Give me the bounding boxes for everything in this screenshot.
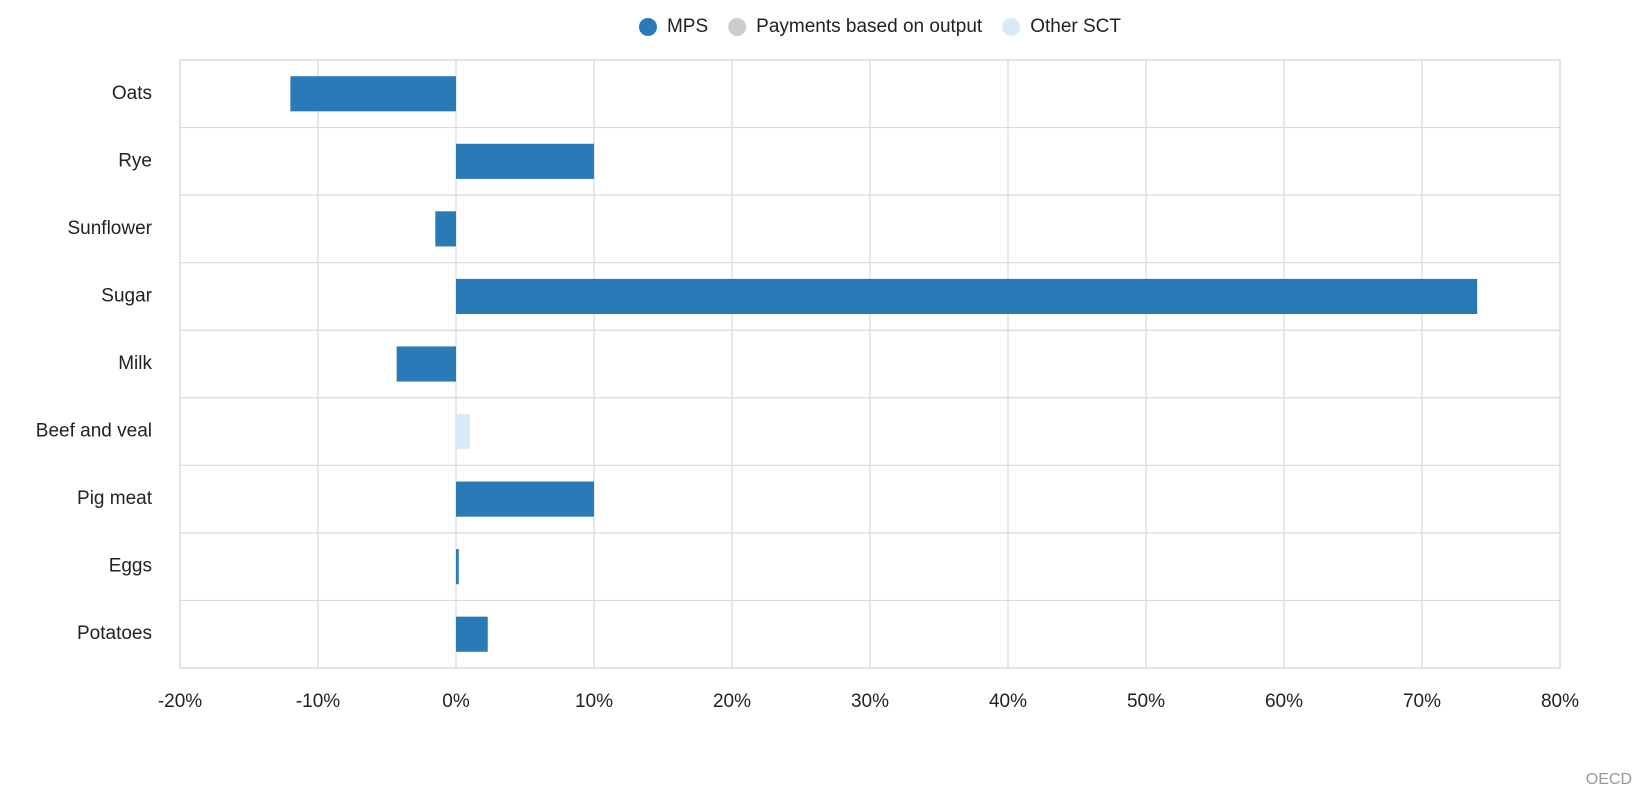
y-tick-label: Sugar [101, 285, 152, 306]
legend-marker [1002, 18, 1021, 36]
x-tick-label: 0% [442, 691, 470, 712]
legend-label: Payments based on output [756, 16, 983, 37]
y-tick-label: Milk [118, 353, 152, 374]
y-tick-label: Sunflower [68, 218, 153, 239]
bar [456, 481, 594, 517]
x-tick-label: 50% [1127, 691, 1165, 712]
legend-label: MPS [667, 16, 708, 37]
legend-marker [638, 18, 657, 36]
x-tick-label: 40% [989, 691, 1027, 712]
bar [456, 616, 488, 652]
bar [456, 278, 1478, 315]
bar [456, 143, 594, 179]
x-tick-label: 70% [1403, 691, 1441, 712]
bar [456, 413, 470, 450]
legend-marker [728, 18, 747, 36]
bar [456, 549, 459, 585]
legend-label: Other SCT [1030, 16, 1121, 37]
y-tick-label: Oats [112, 83, 152, 104]
y-tick-label: Beef and veal [36, 421, 152, 442]
bar [435, 211, 456, 247]
source: OECD [1586, 771, 1632, 788]
x-tick-label: 80% [1541, 691, 1579, 712]
y-tick-label: Eggs [109, 556, 152, 577]
y-tick-label: Potatoes [77, 623, 152, 644]
x-tick-label: 10% [575, 691, 613, 712]
x-tick-label: 20% [713, 691, 751, 712]
bar [290, 76, 456, 112]
bar [396, 346, 456, 382]
x-tick-label: -20% [158, 691, 202, 712]
y-tick-label: Pig meat [77, 488, 153, 509]
x-tick-label: 60% [1265, 691, 1303, 712]
x-tick-label: -10% [296, 691, 340, 712]
x-tick-label: 30% [851, 691, 889, 712]
y-tick-label: Rye [118, 150, 152, 171]
